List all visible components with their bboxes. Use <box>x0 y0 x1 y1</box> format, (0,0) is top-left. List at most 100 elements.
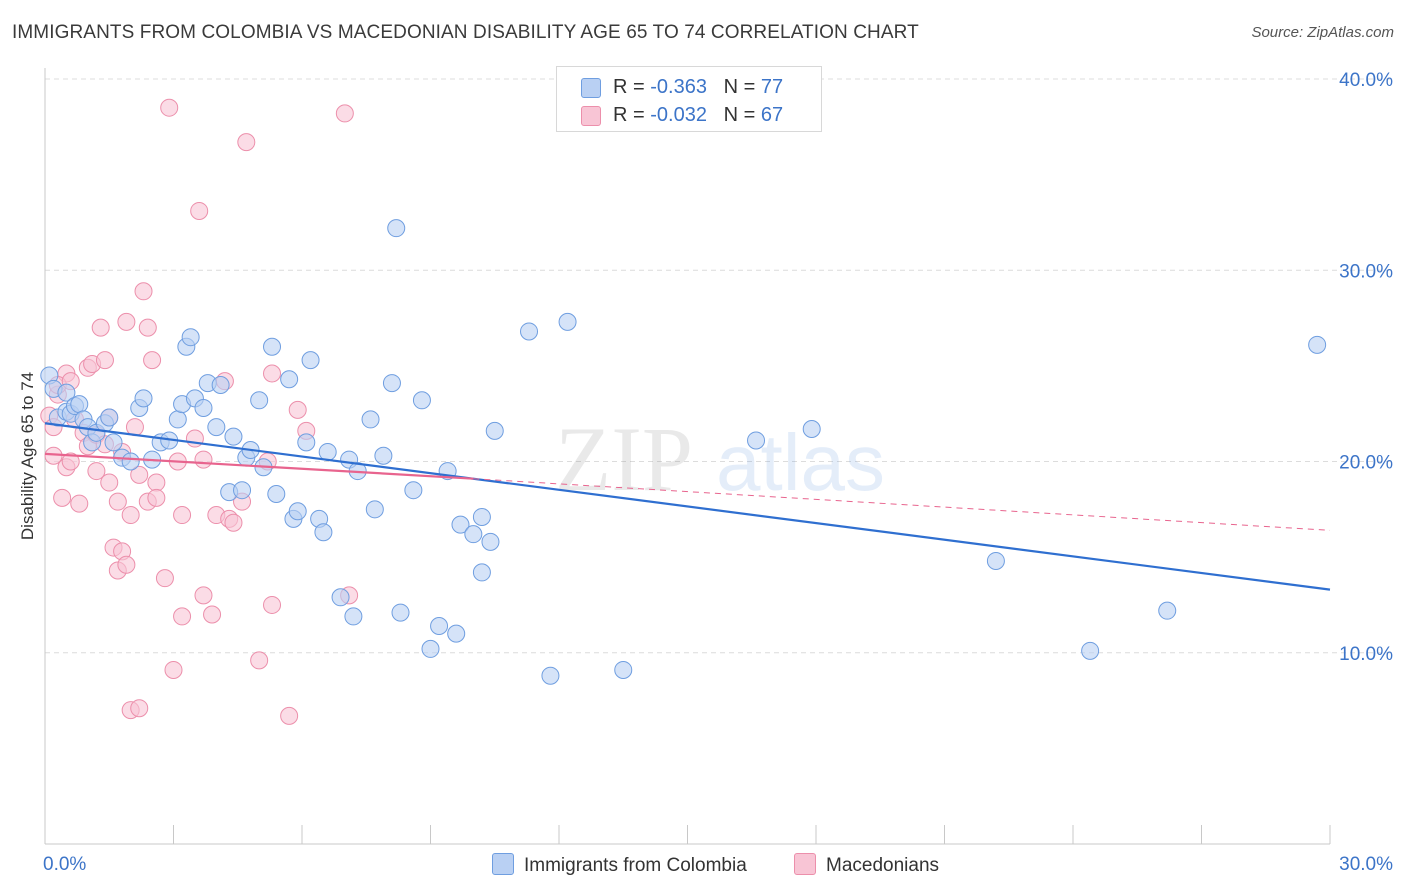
data-point <box>318 442 337 461</box>
data-point <box>250 391 269 410</box>
legend-colombia: Immigrants from Colombia <box>492 853 747 877</box>
legend-swatch-pink <box>581 106 601 126</box>
watermark-zip: ZIP <box>555 408 693 510</box>
data-point <box>430 616 449 635</box>
data-point <box>100 473 119 492</box>
data-point <box>108 492 127 511</box>
legend-stats: R = -0.032 N = 67 <box>613 104 784 126</box>
legend-label-colombia: Immigrants from Colombia <box>524 855 747 876</box>
data-point <box>70 494 89 513</box>
data-point <box>263 595 282 614</box>
correlation-legend: R = -0.363 N = 77 R = -0.032 N = 67 <box>556 66 822 132</box>
data-point <box>451 515 470 534</box>
data-point <box>747 431 766 450</box>
data-point <box>194 398 213 417</box>
data-point <box>288 502 307 521</box>
y-tick-label: 30.0% <box>1339 261 1393 282</box>
data-point <box>986 551 1005 570</box>
data-point <box>70 395 89 414</box>
data-point <box>344 607 363 626</box>
source-label: Source: ZipAtlas.com <box>1251 24 1394 41</box>
data-point <box>361 410 380 429</box>
data-point <box>297 433 316 452</box>
data-point <box>558 312 577 331</box>
data-point <box>288 400 307 419</box>
data-point <box>464 525 483 544</box>
data-point <box>1081 641 1100 660</box>
x-tick-label: 30.0% <box>1339 854 1393 875</box>
data-point <box>160 98 179 117</box>
data-point <box>267 485 286 504</box>
data-point <box>614 660 633 679</box>
data-point <box>117 555 136 574</box>
data-point <box>87 462 106 481</box>
legend-swatch-blue <box>581 78 601 98</box>
legend-swatch-pink <box>794 853 816 875</box>
data-point <box>104 433 123 452</box>
data-point <box>147 488 166 507</box>
data-point <box>481 532 500 551</box>
data-point <box>194 450 213 469</box>
trend-line-macedonians <box>44 452 474 480</box>
data-point <box>194 586 213 605</box>
colombia-points <box>40 219 1327 685</box>
data-point <box>130 699 149 718</box>
trend-line-macedonians-dashed <box>473 478 1331 531</box>
data-point <box>250 651 269 670</box>
data-point <box>138 318 157 337</box>
data-point <box>520 322 539 341</box>
gridlines <box>45 78 1392 654</box>
data-point <box>207 418 226 437</box>
data-point <box>203 605 222 624</box>
data-point <box>541 666 560 685</box>
data-point <box>233 481 252 500</box>
data-point <box>143 351 162 370</box>
data-point <box>301 351 320 370</box>
data-point <box>314 523 333 542</box>
data-point <box>190 201 209 220</box>
data-point <box>147 473 166 492</box>
data-point <box>224 513 243 532</box>
data-point <box>121 506 140 525</box>
data-point <box>181 328 200 347</box>
data-point <box>382 374 401 393</box>
data-point <box>224 427 243 446</box>
data-point <box>168 410 187 429</box>
data-point <box>155 569 174 588</box>
legend-label-macedonians: Macedonians <box>826 855 940 876</box>
data-point <box>263 337 282 356</box>
y-tick-label: 10.0% <box>1339 644 1393 665</box>
axis-labels: 10.0% 20.0% 30.0% 40.0% 0.0% 30.0% Disability … <box>18 70 1393 875</box>
y-axis-label: Disability Age 65 to 74 <box>18 372 37 540</box>
data-point <box>280 370 299 389</box>
data-point <box>485 421 504 440</box>
legend-stats: R = -0.363 N = 77 <box>613 76 784 98</box>
data-point <box>61 452 80 471</box>
data-point <box>121 452 140 471</box>
x-tick-label: 0.0% <box>43 854 86 875</box>
data-point <box>374 446 393 465</box>
data-point <box>391 603 410 622</box>
y-tick-label: 20.0% <box>1339 453 1393 474</box>
data-point <box>134 389 153 408</box>
data-point <box>263 364 282 383</box>
data-point <box>365 500 384 519</box>
data-point <box>472 507 491 526</box>
data-point <box>331 588 350 607</box>
data-point <box>412 391 431 410</box>
data-point <box>280 706 299 725</box>
data-point <box>134 282 153 301</box>
chart-title: IMMIGRANTS FROM COLOMBIA VS MACEDONIAN D… <box>12 22 919 43</box>
data-point <box>802 419 821 438</box>
data-point <box>117 312 136 331</box>
data-point <box>130 465 149 484</box>
data-point <box>164 660 183 679</box>
data-point <box>404 481 423 500</box>
data-point <box>1308 335 1327 354</box>
data-point <box>57 383 76 402</box>
data-point <box>53 488 72 507</box>
trend-lines <box>44 422 1331 591</box>
trend-line-colombia <box>44 422 1331 591</box>
legend-macedonians: Macedonians <box>794 853 939 877</box>
